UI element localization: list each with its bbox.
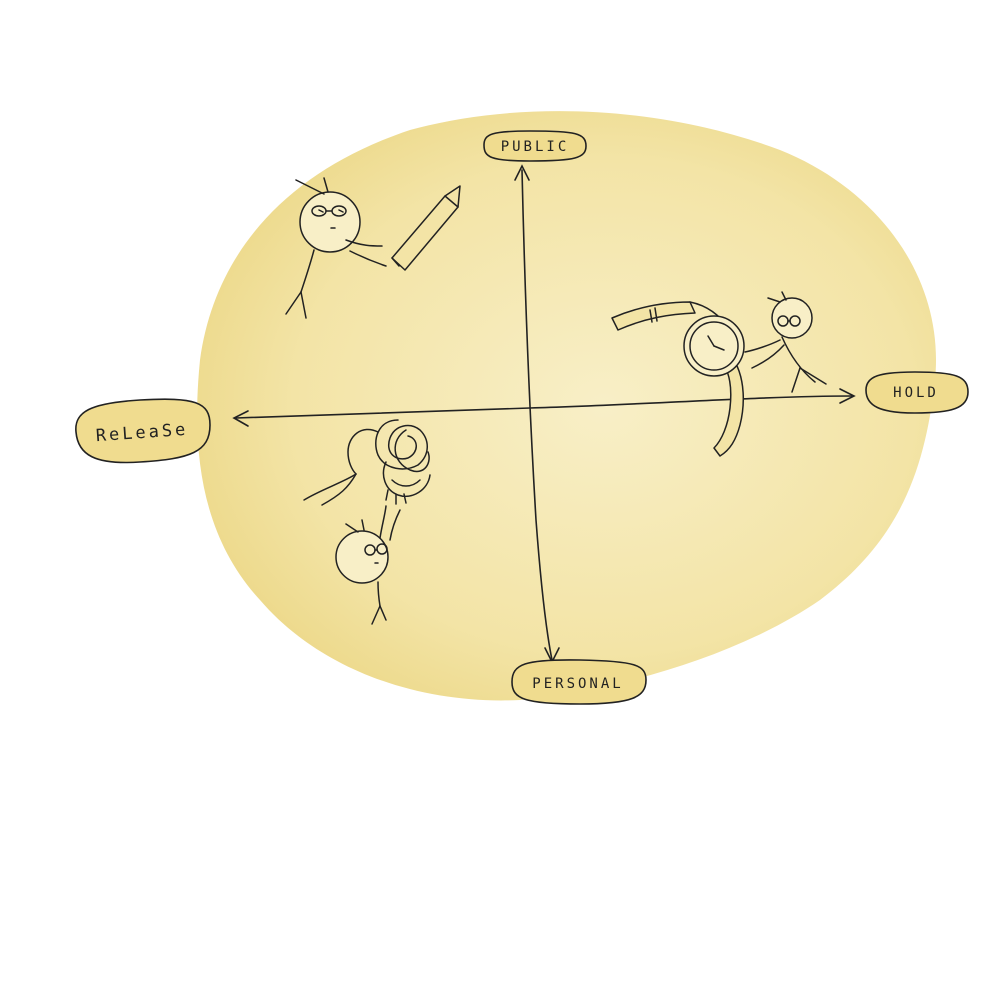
axis-label-bottom: PERSONAL <box>532 676 623 692</box>
stick-figure-icon <box>335 505 401 625</box>
arrow-up-icon <box>514 164 530 181</box>
wristwatch-icon <box>611 301 745 457</box>
axis-label-right: HOLD <box>893 385 939 401</box>
arrow-right-icon <box>839 388 856 404</box>
axis-label-top: PUBLIC <box>501 139 570 155</box>
horizontal-axis <box>235 395 853 419</box>
figure-public-hold <box>611 291 827 457</box>
pencil-icon <box>391 185 461 271</box>
figure-personal-release <box>303 419 431 625</box>
axes <box>232 164 856 664</box>
stick-figure-icon <box>285 177 387 319</box>
label-left: ReLeaSe <box>75 398 211 464</box>
stick-figure-icon <box>744 291 827 393</box>
arrow-left-icon <box>232 410 249 427</box>
label-bottom: PERSONAL <box>511 659 647 705</box>
label-right: HOLD <box>865 371 969 414</box>
vertical-axis <box>521 169 553 661</box>
background-blob <box>197 111 937 701</box>
figure-public-release <box>285 177 461 319</box>
tangled-yarn-icon <box>303 419 431 506</box>
label-top: PUBLIC <box>483 130 587 162</box>
